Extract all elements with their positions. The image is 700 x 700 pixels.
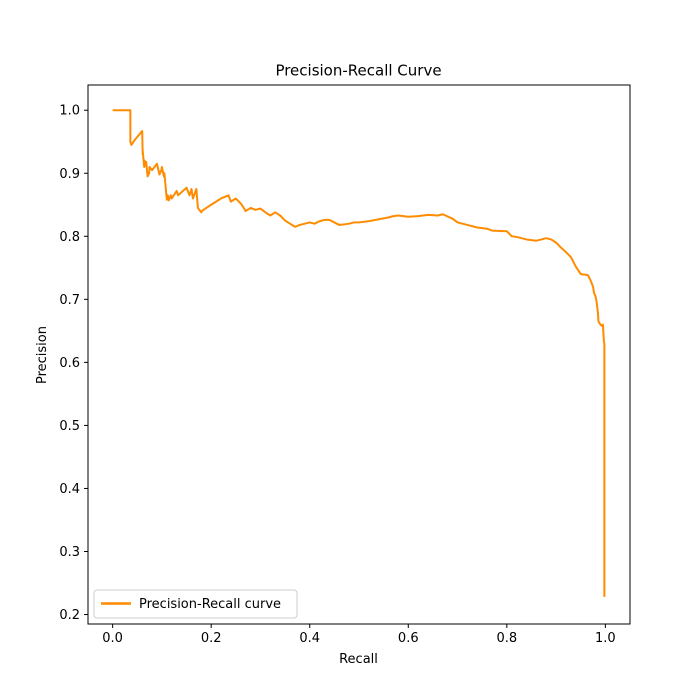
x-tick-label: 0.0	[102, 631, 123, 646]
y-tick-label: 0.3	[59, 545, 80, 560]
y-tick-label: 0.8	[59, 230, 80, 245]
legend-box	[93, 589, 298, 619]
chart-title: Precision-Recall Curve	[275, 62, 441, 80]
y-tick-label: 0.7	[59, 293, 80, 308]
y-tick-label: 0.5	[59, 419, 80, 434]
legend: Precision-Recall curve	[93, 589, 298, 619]
y-tick-label: 0.4	[59, 482, 80, 497]
x-axis-ticks: 0.0 0.2 0.4 0.6 0.8 1.0	[102, 624, 616, 646]
series-line-0	[112, 109, 606, 597]
x-tick-label: 1.0	[595, 631, 616, 646]
x-tick-label: 0.4	[299, 631, 320, 646]
axes-frame	[87, 84, 631, 625]
y-tick-label: 1.0	[59, 104, 80, 119]
x-tick-label: 0.8	[496, 631, 517, 646]
y-axis-ticks: 0.2 0.3 0.4 0.5 0.6 0.7 0.8 0.9 1.0	[59, 104, 88, 623]
x-axis-title: Recall	[339, 652, 378, 667]
y-tick-label: 0.2	[59, 608, 80, 623]
y-axis-title: Precision	[35, 326, 50, 384]
plot-area	[87, 84, 631, 625]
x-tick-label: 0.6	[398, 631, 419, 646]
legend-label: Precision-Recall curve	[139, 597, 281, 612]
y-tick-label: 0.6	[59, 356, 80, 371]
y-tick-label: 0.9	[59, 167, 80, 182]
x-tick-label: 0.2	[201, 631, 222, 646]
